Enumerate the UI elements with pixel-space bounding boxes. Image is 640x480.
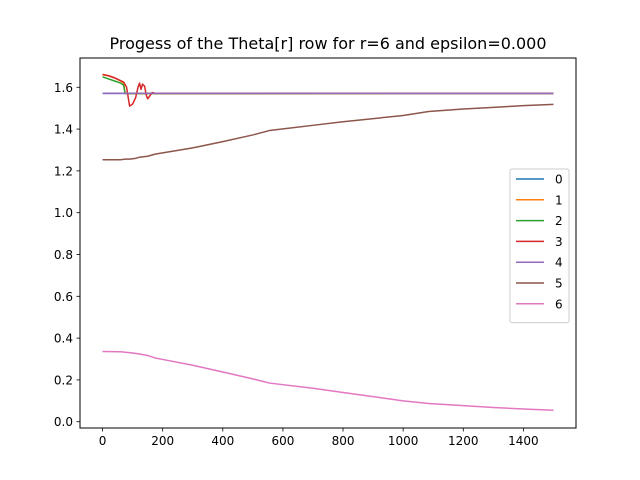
y-axis: 0.0 0.2 0.4 0.6 0.8 1.0 1.2 1.4 1.6 — [54, 81, 80, 429]
plot-lines — [102, 73, 554, 411]
y-tick-label: 0.2 — [54, 373, 73, 387]
y-tick-label: 1.0 — [54, 206, 73, 220]
legend-label: 6 — [555, 297, 563, 311]
legend-label: 1 — [555, 193, 563, 207]
y-tick-label: 1.6 — [54, 81, 73, 95]
chart-title: Progess of the Theta[r] row for r=6 and … — [109, 34, 546, 53]
series-line-3 — [102, 73, 554, 107]
legend-label: 0 — [555, 173, 563, 187]
series-line-6 — [102, 350, 554, 411]
x-tick-label: 800 — [332, 434, 355, 448]
legend-label: 5 — [555, 277, 563, 291]
x-tick-label: 1000 — [388, 434, 419, 448]
legend-label: 2 — [555, 214, 563, 228]
x-tick-label: 200 — [151, 434, 174, 448]
legend: 0 1 2 3 4 5 6 — [509, 168, 570, 324]
y-tick-label: 0.6 — [54, 290, 73, 304]
x-tick-label: 1200 — [448, 434, 479, 448]
plot-frame — [79, 57, 577, 429]
y-tick-label: 0.8 — [54, 248, 73, 262]
x-tick-label: 400 — [211, 434, 234, 448]
y-tick-label: 0.0 — [54, 415, 73, 429]
y-tick-label: 1.2 — [54, 164, 73, 178]
series-line-5 — [102, 103, 554, 161]
y-tick-label: 0.4 — [54, 332, 73, 346]
x-tick-label: 1400 — [508, 434, 539, 448]
legend-label: 3 — [555, 235, 563, 249]
x-tick-label: 600 — [271, 434, 294, 448]
x-tick-label: 0 — [99, 434, 107, 448]
legend-box — [509, 168, 570, 324]
legend-label: 4 — [555, 256, 563, 270]
x-axis: 0 200 400 600 800 1000 1200 1400 — [99, 428, 539, 448]
y-tick-label: 1.4 — [54, 123, 73, 137]
